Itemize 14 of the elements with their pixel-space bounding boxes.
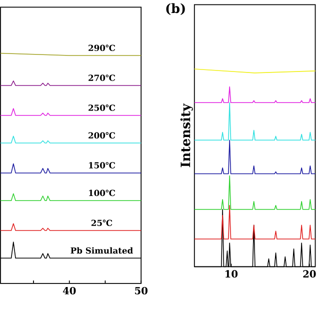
x-tick-label: 50 (135, 286, 148, 294)
series-label: 290℃ (88, 44, 116, 52)
chart-title: (b) (166, 3, 186, 15)
x-tick-label: 10 (226, 270, 238, 278)
x-tick-label: 20 (303, 270, 316, 278)
series-label: 200℃ (88, 132, 116, 139)
series-label: Pb Simulated (70, 247, 134, 254)
series-label: 25℃ (92, 220, 112, 226)
x-tick-label: 40 (63, 286, 76, 294)
series-label: 100℃ (89, 190, 116, 196)
y-axis-title: Intensity (180, 103, 194, 168)
series-label: 270℃ (88, 74, 116, 81)
series-label: 250℃ (88, 104, 116, 111)
series-label: 150℃ (89, 162, 116, 168)
